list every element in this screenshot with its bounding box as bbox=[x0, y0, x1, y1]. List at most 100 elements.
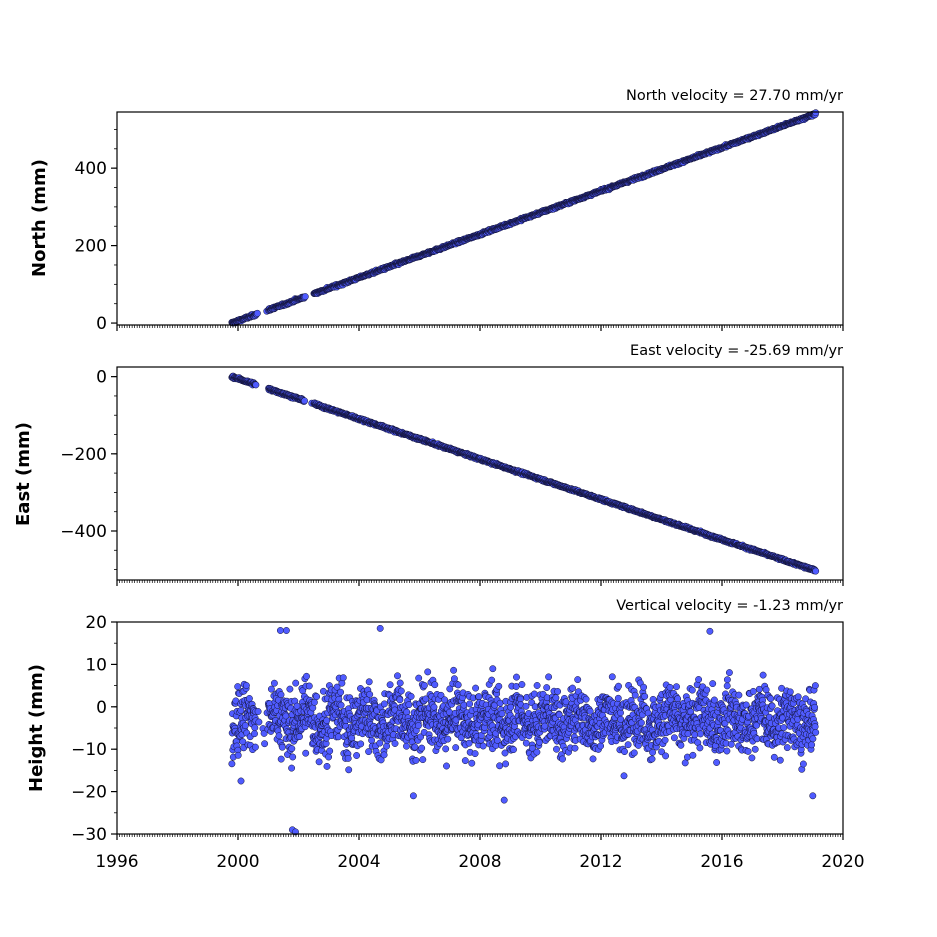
east-velocity-label: East velocity = -25.69 mm/yr bbox=[630, 343, 843, 359]
data-point bbox=[241, 722, 249, 730]
data-point bbox=[275, 732, 283, 740]
east-panel: East velocity = -25.69 mm/yr East (mm) 0… bbox=[13, 343, 844, 586]
data-point bbox=[475, 693, 483, 701]
data-point bbox=[442, 745, 450, 753]
east-y-axis-label: East (mm) bbox=[13, 422, 34, 526]
data-point bbox=[251, 730, 258, 738]
east-x-ticks bbox=[116, 580, 844, 586]
data-point bbox=[288, 745, 296, 753]
data-point bbox=[326, 747, 334, 755]
data-point bbox=[415, 674, 423, 682]
data-point bbox=[554, 688, 562, 695]
data-point bbox=[289, 753, 297, 761]
data-point bbox=[530, 690, 538, 698]
data-point bbox=[431, 681, 439, 689]
data-point bbox=[430, 703, 438, 711]
data-point bbox=[234, 751, 242, 759]
data-point bbox=[313, 693, 321, 701]
data-point bbox=[325, 753, 333, 761]
data-point bbox=[357, 740, 365, 748]
data-point bbox=[261, 740, 269, 748]
east-plot-frame bbox=[116, 366, 844, 581]
data-point bbox=[305, 682, 313, 690]
data-point bbox=[450, 666, 458, 674]
data-point bbox=[396, 696, 404, 704]
data-point bbox=[513, 673, 520, 681]
data-point bbox=[278, 743, 286, 751]
data-point bbox=[353, 752, 361, 759]
north-x-ticks bbox=[116, 325, 844, 331]
data-point bbox=[334, 733, 342, 741]
y-tick-label: 400 bbox=[75, 159, 107, 179]
data-point bbox=[574, 676, 582, 684]
data-point bbox=[380, 751, 388, 759]
data-point bbox=[545, 673, 553, 681]
data-point bbox=[301, 397, 308, 405]
data-point bbox=[510, 746, 517, 754]
data-point bbox=[386, 681, 394, 689]
data-point bbox=[323, 762, 331, 770]
data-point bbox=[461, 757, 469, 765]
data-point bbox=[394, 672, 401, 680]
data-point bbox=[255, 718, 263, 726]
data-point bbox=[251, 743, 259, 751]
data-point bbox=[419, 756, 427, 764]
data-point bbox=[391, 740, 399, 747]
data-point bbox=[245, 695, 253, 702]
y-tick-label: −400 bbox=[60, 522, 107, 542]
data-point bbox=[396, 679, 404, 687]
data-point bbox=[234, 683, 242, 691]
east-y-ticks: 0 −200 −400 bbox=[60, 368, 117, 570]
data-point bbox=[479, 742, 487, 750]
north-panel: North velocity = 27.70 mm/yr North (mm) … bbox=[29, 88, 844, 334]
data-point bbox=[443, 762, 450, 770]
data-point bbox=[414, 722, 422, 730]
data-point bbox=[302, 749, 310, 757]
y-tick-label: 0 bbox=[96, 368, 107, 388]
data-point bbox=[522, 739, 530, 747]
data-point bbox=[339, 674, 347, 682]
data-point bbox=[228, 760, 236, 768]
data-point bbox=[254, 708, 262, 715]
north-y-axis-label: North (mm) bbox=[29, 159, 50, 277]
y-tick-label: 0 bbox=[96, 314, 107, 334]
data-point bbox=[270, 679, 278, 687]
data-point bbox=[368, 736, 376, 744]
data-point bbox=[348, 734, 356, 742]
data-point bbox=[541, 722, 549, 730]
north-velocity-label: North velocity = 27.70 mm/yr bbox=[626, 88, 843, 104]
data-point bbox=[552, 694, 560, 702]
data-point bbox=[237, 706, 245, 714]
data-point bbox=[403, 708, 411, 716]
data-point bbox=[496, 699, 504, 707]
data-point bbox=[420, 681, 428, 689]
data-point bbox=[292, 679, 300, 687]
data-point bbox=[337, 701, 345, 709]
data-point bbox=[407, 692, 415, 700]
data-point bbox=[277, 691, 285, 699]
data-point bbox=[518, 681, 526, 688]
data-point bbox=[366, 690, 374, 698]
height-data-points bbox=[228, 624, 820, 836]
data-point bbox=[337, 688, 345, 696]
data-point bbox=[466, 700, 474, 708]
data-point bbox=[569, 684, 576, 692]
data-point bbox=[444, 735, 452, 743]
data-point bbox=[345, 766, 353, 774]
data-point bbox=[344, 754, 352, 762]
data-point bbox=[296, 733, 303, 741]
data-point bbox=[522, 702, 530, 710]
data-point bbox=[323, 717, 331, 724]
y-tick-label: 200 bbox=[75, 237, 107, 257]
data-point bbox=[424, 668, 432, 676]
data-point bbox=[277, 755, 285, 763]
y-tick-label: −200 bbox=[60, 445, 107, 465]
data-point bbox=[452, 744, 460, 752]
north-data-points bbox=[228, 109, 820, 327]
data-point bbox=[303, 672, 310, 680]
data-point bbox=[812, 109, 820, 117]
data-point bbox=[376, 739, 384, 747]
data-point bbox=[502, 760, 510, 768]
data-point bbox=[559, 755, 566, 763]
